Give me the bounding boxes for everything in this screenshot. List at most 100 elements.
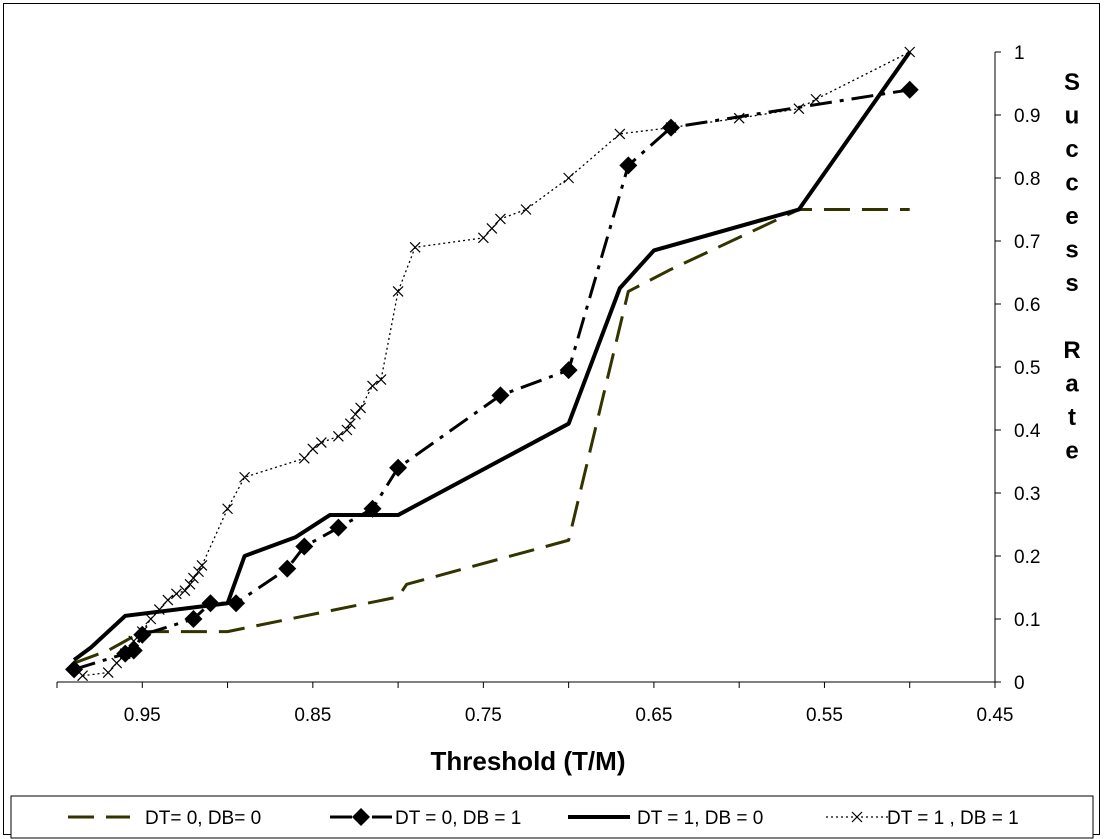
y-tick-label: 0.5 — [1014, 358, 1040, 379]
y-axis-title-letter: e — [1065, 438, 1078, 465]
y-axis-title-letter: a — [1065, 371, 1079, 398]
marker-stroke — [153, 604, 165, 615]
marker-stroke — [375, 374, 387, 386]
marker-stroke — [298, 452, 310, 464]
y-axis-title-letter: s — [1065, 237, 1078, 264]
data-point-series-4 — [184, 578, 196, 590]
data-point-series-4 — [375, 374, 387, 386]
y-axis-title-letter: c — [1065, 170, 1078, 197]
marker-stroke — [145, 613, 157, 625]
data-point-series-4 — [222, 503, 233, 515]
data-point-series-4 — [344, 418, 356, 430]
legend-marker — [352, 808, 370, 826]
y-tick-label: 0.4 — [1014, 421, 1041, 442]
marker-stroke — [665, 122, 677, 134]
data-point-series-4 — [128, 635, 140, 647]
marker-stroke — [102, 667, 114, 678]
marker-stroke — [315, 437, 327, 449]
marker-stroke — [341, 424, 353, 436]
legend-marker — [851, 811, 863, 823]
y-tick-label: 0.6 — [1014, 295, 1040, 316]
y-axis-title-letter: R — [1063, 337, 1080, 364]
data-point-series-4 — [170, 588, 182, 600]
marker-stroke — [477, 232, 489, 244]
legend-item-1: DT= 0, DB= 0 — [68, 808, 261, 829]
marker-stroke — [162, 594, 174, 606]
marker-stroke — [184, 578, 196, 590]
marker-stroke — [409, 241, 421, 253]
marker-stroke — [344, 418, 356, 430]
marker-stroke — [494, 213, 506, 225]
marker-stroke — [486, 222, 498, 234]
data-point-series-4 — [136, 626, 148, 638]
data-point-series-2 — [295, 537, 314, 556]
y-tick-label: 0 — [1014, 673, 1025, 694]
data-point-series-2 — [900, 80, 919, 99]
x-axis-title: Threshold (T/M) — [431, 746, 626, 776]
marker-stroke — [392, 285, 404, 297]
data-point-series-4 — [239, 471, 251, 483]
data-point-series-4 — [350, 408, 361, 420]
y-axis-title-letter: e — [1065, 203, 1078, 230]
marker-stroke — [810, 93, 822, 105]
data-point-series-4 — [409, 241, 421, 253]
legend-label: DT= 0, DB= 0 — [145, 808, 261, 829]
data-point-series-4 — [162, 594, 174, 606]
marker-stroke — [332, 430, 344, 442]
x-tick-label: 0.95 — [124, 705, 161, 726]
marker-stroke — [239, 471, 251, 483]
series-line-4 — [82, 51, 911, 677]
data-point-series-4 — [733, 112, 745, 124]
x-tick-label: 0.85 — [294, 705, 331, 726]
marker-stroke — [128, 635, 140, 647]
marker-stroke — [170, 588, 182, 600]
marker-stroke — [111, 657, 123, 669]
y-tick-label: 0.2 — [1014, 547, 1040, 568]
data-point-series-4 — [341, 424, 353, 436]
marker-stroke — [851, 811, 863, 823]
marker-stroke — [793, 103, 805, 115]
legend-label: DT = 0, DB = 1 — [395, 808, 521, 829]
marker-stroke — [307, 443, 319, 455]
data-point-series-4 — [904, 46, 916, 58]
series-line-1 — [73, 208, 910, 665]
data-point-series-4 — [367, 380, 378, 392]
data-point-series-2 — [389, 458, 408, 477]
data-point-series-4 — [332, 430, 344, 442]
legend-label: DT = 1 , DB = 1 — [887, 808, 1019, 829]
legend-item-2: DT = 0, DB = 1 — [330, 808, 521, 829]
data-point-series-4 — [614, 128, 626, 140]
data-point-series-4 — [145, 613, 157, 625]
marker-stroke — [136, 626, 148, 638]
legend-item-3: DT = 1, DB = 0 — [568, 808, 763, 829]
x-tick-label: 0.45 — [977, 705, 1014, 726]
x-tick-label: 0.75 — [465, 705, 502, 726]
data-point-series-4 — [119, 648, 131, 660]
marker-stroke — [367, 380, 378, 392]
y-tick-label: 0.9 — [1014, 106, 1040, 127]
data-point-series-2 — [278, 559, 297, 578]
marker-stroke — [520, 204, 532, 215]
y-axis-title-letter: c — [1065, 136, 1078, 163]
data-point-series-4 — [153, 604, 165, 615]
data-point-series-4 — [563, 172, 575, 184]
legend-label: DT = 1, DB = 0 — [637, 808, 763, 829]
y-tick-label: 1 — [1014, 43, 1025, 64]
x-tick-label: 0.65 — [635, 705, 672, 726]
y-axis-title-letter: u — [1065, 103, 1080, 130]
data-point-series-4 — [315, 437, 327, 449]
marker-stroke — [563, 172, 575, 184]
data-point-series-4 — [193, 566, 204, 578]
y-tick-label: 0.1 — [1014, 610, 1040, 631]
marker-stroke — [119, 648, 131, 660]
data-point-series-4 — [486, 222, 498, 234]
marker-stroke — [188, 572, 199, 584]
data-point-series-2 — [65, 660, 84, 679]
legend-box — [10, 795, 1094, 839]
data-point-series-4 — [494, 213, 506, 225]
data-point-series-4 — [810, 93, 822, 105]
y-tick-label: 0.8 — [1014, 169, 1040, 190]
plot-area: 0.95 0.85 0.75 0.65 0.55 0.450 0.1 0.2 0.3 0.4 0.5… — [56, 43, 1041, 726]
